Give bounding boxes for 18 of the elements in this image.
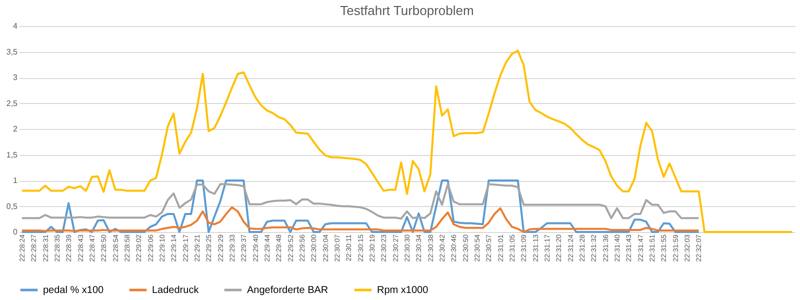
line-series — [20, 50, 794, 233]
chart-title: Testfahrt Turboproblem — [340, 3, 474, 18]
line-series — [20, 206, 700, 233]
y-tick-label: 0 — [13, 228, 18, 236]
y-tick-label: 4 — [13, 22, 18, 30]
legend-label: Ladedruck — [152, 285, 200, 296]
y-tick-label: 1,5 — [6, 150, 18, 160]
line-series — [20, 183, 700, 220]
y-tick-label: 0,5 — [6, 202, 18, 211]
line-series — [20, 180, 700, 233]
y-tick-label: 3,5 — [6, 47, 18, 56]
legend-label: Rpm x1000 — [377, 285, 429, 296]
legend-label: Angeforderte BAR — [247, 285, 328, 296]
legend-label: pedal % x100 — [43, 285, 104, 296]
y-tick-label: 2 — [13, 124, 18, 134]
y-tick-label: 1 — [13, 176, 18, 185]
y-tick-label: 3 — [13, 73, 18, 82]
y-tick-label: 2,5 — [6, 98, 18, 108]
